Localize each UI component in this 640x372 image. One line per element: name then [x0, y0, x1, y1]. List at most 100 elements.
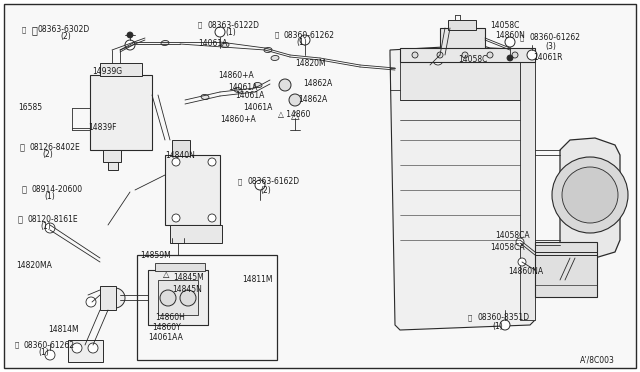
Text: Ⓟ: Ⓟ: [198, 22, 202, 28]
Text: 08360-61262: 08360-61262: [530, 33, 581, 42]
Text: Ⓚ: Ⓚ: [22, 186, 27, 195]
Text: 08360-8351D: 08360-8351D: [478, 314, 530, 323]
Text: 14061A: 14061A: [198, 38, 227, 48]
Bar: [520, 55, 535, 320]
Circle shape: [433, 55, 443, 65]
Text: △: △: [163, 270, 170, 279]
Circle shape: [180, 290, 196, 306]
Text: 08360-61262: 08360-61262: [24, 340, 75, 350]
Ellipse shape: [264, 48, 272, 52]
Circle shape: [300, 35, 310, 45]
Text: 14061A: 14061A: [228, 83, 257, 93]
Bar: [535, 242, 597, 297]
Circle shape: [500, 320, 510, 330]
Text: 14862A: 14862A: [298, 96, 327, 105]
Circle shape: [412, 52, 418, 58]
Text: 14845N: 14845N: [172, 285, 202, 295]
Text: 14058C: 14058C: [458, 55, 488, 64]
Text: 14860Y: 14860Y: [152, 324, 180, 333]
Text: 14061A: 14061A: [235, 92, 264, 100]
Text: 14860N: 14860N: [495, 31, 525, 39]
Circle shape: [125, 40, 135, 50]
Text: 08120-8161E: 08120-8161E: [28, 215, 79, 224]
Circle shape: [208, 158, 216, 166]
Circle shape: [72, 343, 82, 353]
Text: Ⓟ: Ⓟ: [238, 179, 243, 185]
Ellipse shape: [161, 41, 169, 45]
Circle shape: [172, 214, 180, 222]
Ellipse shape: [254, 83, 262, 87]
Bar: [400, 48, 535, 62]
Text: 14820MA: 14820MA: [16, 260, 52, 269]
Bar: [100, 63, 142, 76]
Text: 14058CA: 14058CA: [490, 244, 525, 253]
Polygon shape: [390, 45, 535, 330]
Text: (1): (1): [40, 222, 51, 231]
Bar: [448, 20, 476, 30]
Polygon shape: [560, 138, 620, 258]
Text: Ⓟ: Ⓟ: [15, 342, 19, 348]
Ellipse shape: [234, 87, 242, 93]
Text: ⒲: ⒲: [18, 215, 23, 224]
Circle shape: [507, 55, 513, 61]
Text: 14860H: 14860H: [155, 314, 185, 323]
Circle shape: [127, 32, 133, 38]
Circle shape: [105, 288, 125, 308]
Text: 16585: 16585: [18, 103, 42, 112]
Circle shape: [172, 158, 180, 166]
Bar: [148, 270, 208, 325]
Bar: [400, 60, 520, 100]
Text: 14061A: 14061A: [243, 103, 273, 112]
Circle shape: [505, 37, 515, 47]
Text: ⒲: ⒲: [20, 144, 25, 153]
Text: 14058CA: 14058CA: [495, 231, 530, 240]
Text: Ⓟ: Ⓟ: [22, 27, 26, 33]
Bar: [68, 340, 103, 362]
Circle shape: [462, 52, 468, 58]
Bar: [172, 140, 190, 156]
Text: 14058C: 14058C: [490, 20, 520, 29]
Text: (1): (1): [492, 321, 503, 330]
Circle shape: [86, 297, 96, 307]
Text: (2): (2): [60, 32, 71, 41]
Bar: [170, 225, 222, 243]
Circle shape: [208, 214, 216, 222]
Text: 14862A: 14862A: [303, 78, 332, 87]
Text: (1): (1): [225, 28, 236, 36]
Text: 14839F: 14839F: [88, 124, 116, 132]
Text: 14840N: 14840N: [165, 151, 195, 160]
Circle shape: [437, 52, 443, 58]
Circle shape: [552, 157, 628, 233]
Circle shape: [518, 258, 526, 266]
Text: 14061R: 14061R: [533, 54, 563, 62]
Circle shape: [45, 223, 55, 233]
Text: (1): (1): [38, 347, 49, 356]
Text: 08914-20600: 08914-20600: [32, 186, 83, 195]
Text: Ⓟ: Ⓟ: [468, 315, 472, 321]
Circle shape: [255, 180, 265, 190]
Bar: [155, 263, 205, 271]
Text: 14814M: 14814M: [48, 326, 79, 334]
Circle shape: [516, 238, 524, 246]
Circle shape: [562, 167, 618, 223]
Text: 14860+A: 14860+A: [218, 71, 253, 80]
Ellipse shape: [201, 94, 209, 100]
Text: Ⓟ: Ⓟ: [275, 32, 279, 38]
Circle shape: [88, 343, 98, 353]
Text: (1): (1): [296, 38, 307, 46]
Text: Ⓟ: Ⓟ: [32, 25, 38, 35]
Circle shape: [215, 27, 225, 37]
Text: 08363-6162D: 08363-6162D: [247, 177, 299, 186]
Text: △: △: [291, 110, 300, 120]
Text: 14820M: 14820M: [295, 58, 326, 67]
Ellipse shape: [221, 42, 229, 48]
Text: 14845M: 14845M: [173, 273, 204, 282]
Circle shape: [160, 290, 176, 306]
Circle shape: [289, 94, 301, 106]
Bar: [440, 28, 485, 58]
Circle shape: [45, 350, 55, 360]
Text: 14860+A: 14860+A: [220, 115, 256, 125]
Text: Ⓟ: Ⓟ: [520, 35, 524, 41]
Text: 14859M: 14859M: [140, 250, 171, 260]
Text: 08126-8402E: 08126-8402E: [30, 144, 81, 153]
